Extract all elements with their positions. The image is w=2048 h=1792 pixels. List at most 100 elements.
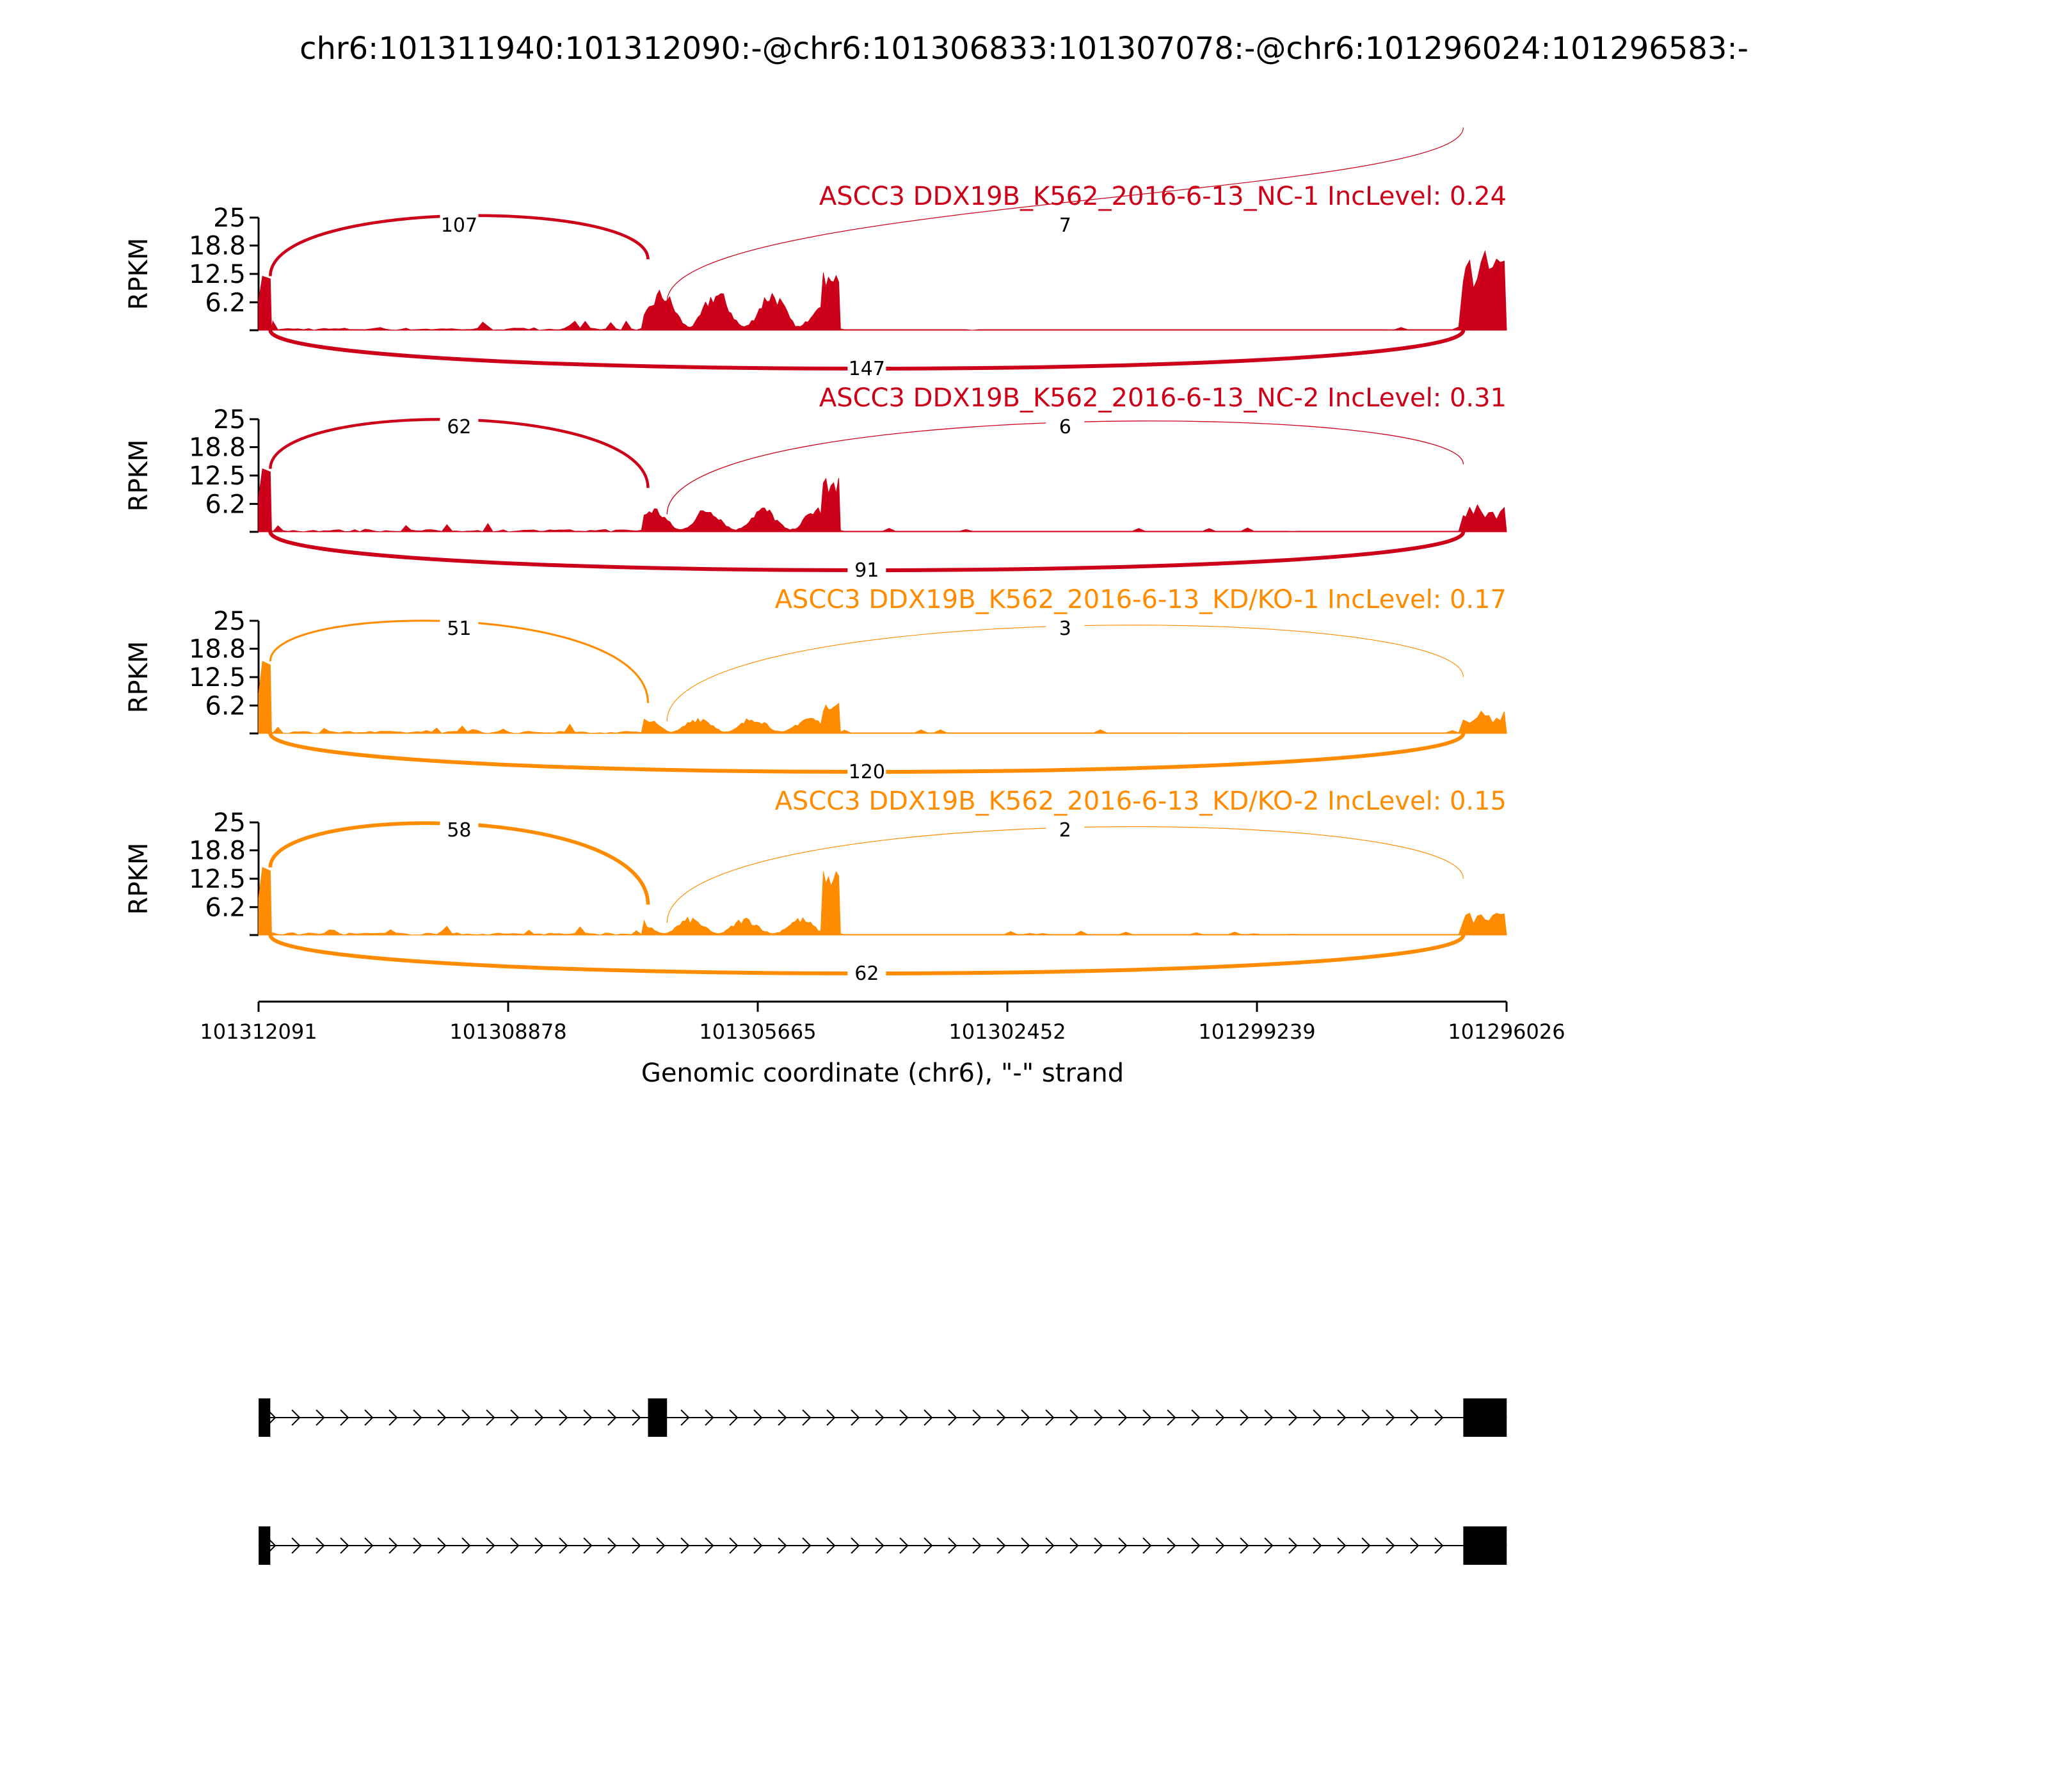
junction-label-bg <box>440 617 479 639</box>
panel-title: ASCC3 DDX19B_K562_2016-6-13_KD/KO-1 IncL… <box>775 585 1507 614</box>
strand-arrow <box>1215 1537 1225 1554</box>
strand-arrow <box>510 1537 520 1554</box>
junction-label: 6 <box>1059 416 1071 438</box>
y-tick-label: 12.5 <box>189 663 246 692</box>
strand-arrow <box>1142 1409 1152 1426</box>
strand-arrow <box>1240 1409 1249 1426</box>
strand-arrow <box>705 1537 714 1554</box>
strand-arrow <box>1264 1409 1274 1426</box>
strand-arrow <box>680 1409 690 1426</box>
strand-arrow <box>1021 1537 1030 1554</box>
strand-arrow <box>1434 1537 1444 1554</box>
strand-arrow <box>1386 1537 1395 1554</box>
strand-arrow <box>583 1537 593 1554</box>
strand-arrow <box>1288 1537 1298 1554</box>
y-tick-label: 25 <box>213 607 246 636</box>
strand-arrow <box>729 1409 739 1426</box>
strand-arrow <box>291 1409 301 1426</box>
strand-arrow <box>1142 1537 1152 1554</box>
y-axis-label: RPKM <box>124 440 154 512</box>
strand-arrow <box>316 1409 325 1426</box>
strand-arrow <box>1410 1409 1420 1426</box>
y-tick-label: 6.2 <box>205 691 246 721</box>
junction-label-bg <box>1046 819 1085 840</box>
y-tick-label: 12.5 <box>189 865 246 894</box>
strand-arrow <box>656 1537 666 1554</box>
junction-label: 58 <box>447 819 471 842</box>
strand-arrow <box>1167 1537 1176 1554</box>
strand-arrow <box>826 1537 836 1554</box>
strand-arrow <box>1313 1409 1322 1426</box>
strand-arrow <box>826 1409 836 1426</box>
junction-label: 62 <box>854 963 879 985</box>
y-axis-label: RPKM <box>124 641 154 714</box>
junction-label-bg <box>1046 415 1085 437</box>
strand-arrow <box>1215 1409 1225 1426</box>
junction-label: 3 <box>1059 618 1071 640</box>
strand-arrow <box>437 1537 447 1554</box>
strand-arrow <box>1069 1409 1079 1426</box>
strand-arrow <box>851 1409 860 1426</box>
strand-arrow <box>413 1409 422 1426</box>
y-tick-label: 12.5 <box>189 461 246 491</box>
strand-arrow <box>1118 1537 1128 1554</box>
figure-title: chr6:101311940:101312090:-@chr6:10130683… <box>300 31 1748 67</box>
strand-arrow <box>802 1537 812 1554</box>
coverage-area <box>258 660 1507 734</box>
isoform-2 <box>259 1526 1507 1565</box>
y-tick-label: 18.8 <box>189 232 246 261</box>
strand-arrow <box>510 1409 520 1426</box>
x-tick-label: 101299239 <box>1198 1020 1315 1044</box>
strand-arrow <box>705 1409 714 1426</box>
strand-arrow <box>875 1409 884 1426</box>
y-tick-label: 18.8 <box>189 433 246 463</box>
strand-arrow <box>461 1409 471 1426</box>
strand-arrow <box>388 1409 398 1426</box>
y-tick-label: 6.2 <box>205 490 246 519</box>
strand-arrow <box>340 1409 349 1426</box>
panel-1: ASCC3 DDX19B_K562_2016-6-13_NC-1 IncLeve… <box>124 127 1507 380</box>
strand-arrow <box>996 1409 1006 1426</box>
y-tick-label: 18.8 <box>189 836 246 866</box>
panel-4: ASCC3 DDX19B_K562_2016-6-13_KD/KO-2 IncL… <box>124 787 1507 985</box>
coverage-area <box>258 867 1507 936</box>
y-tick-label: 6.2 <box>205 893 246 922</box>
junction-label: 91 <box>854 559 879 582</box>
strand-arrow <box>534 1537 544 1554</box>
strand-arrow <box>388 1537 398 1554</box>
strand-arrow <box>778 1409 787 1426</box>
strand-arrow <box>583 1409 593 1426</box>
strand-arrow <box>364 1537 374 1554</box>
panel-3: ASCC3 DDX19B_K562_2016-6-13_KD/KO-1 IncL… <box>124 585 1507 783</box>
x-axis-label: Genomic coordinate (chr6), "-" strand <box>641 1059 1124 1088</box>
exon-block <box>259 1398 271 1437</box>
strand-arrow <box>1045 1409 1055 1426</box>
strand-arrow <box>1288 1409 1298 1426</box>
strand-arrow <box>948 1537 957 1554</box>
strand-arrow <box>875 1537 884 1554</box>
junction-label-bg <box>847 559 886 580</box>
strand-arrow <box>559 1409 568 1426</box>
panel-title: ASCC3 DDX19B_K562_2016-6-13_NC-1 IncLeve… <box>819 182 1507 211</box>
junction-label-bg <box>440 819 479 840</box>
x-tick-label: 101312091 <box>200 1020 317 1044</box>
strand-arrow <box>1361 1537 1371 1554</box>
y-tick-label: 25 <box>213 204 246 233</box>
strand-arrow <box>534 1409 544 1426</box>
exon-block <box>1463 1398 1507 1437</box>
junction-label: 2 <box>1059 819 1071 842</box>
strand-arrow <box>461 1537 471 1554</box>
x-tick-label: 101308878 <box>449 1020 566 1044</box>
coverage-area <box>258 468 1507 532</box>
strand-arrow <box>1337 1409 1347 1426</box>
strand-arrow <box>924 1409 933 1426</box>
strand-arrow <box>753 1537 763 1554</box>
strand-arrow <box>1191 1537 1201 1554</box>
coverage-area <box>258 250 1507 331</box>
strand-arrow <box>1240 1537 1249 1554</box>
panel-title: ASCC3 DDX19B_K562_2016-6-13_KD/KO-2 IncL… <box>775 787 1507 816</box>
strand-arrow <box>340 1537 349 1554</box>
junction-label-bg <box>440 214 479 236</box>
strand-arrow <box>1069 1537 1079 1554</box>
strand-arrow <box>632 1537 641 1554</box>
